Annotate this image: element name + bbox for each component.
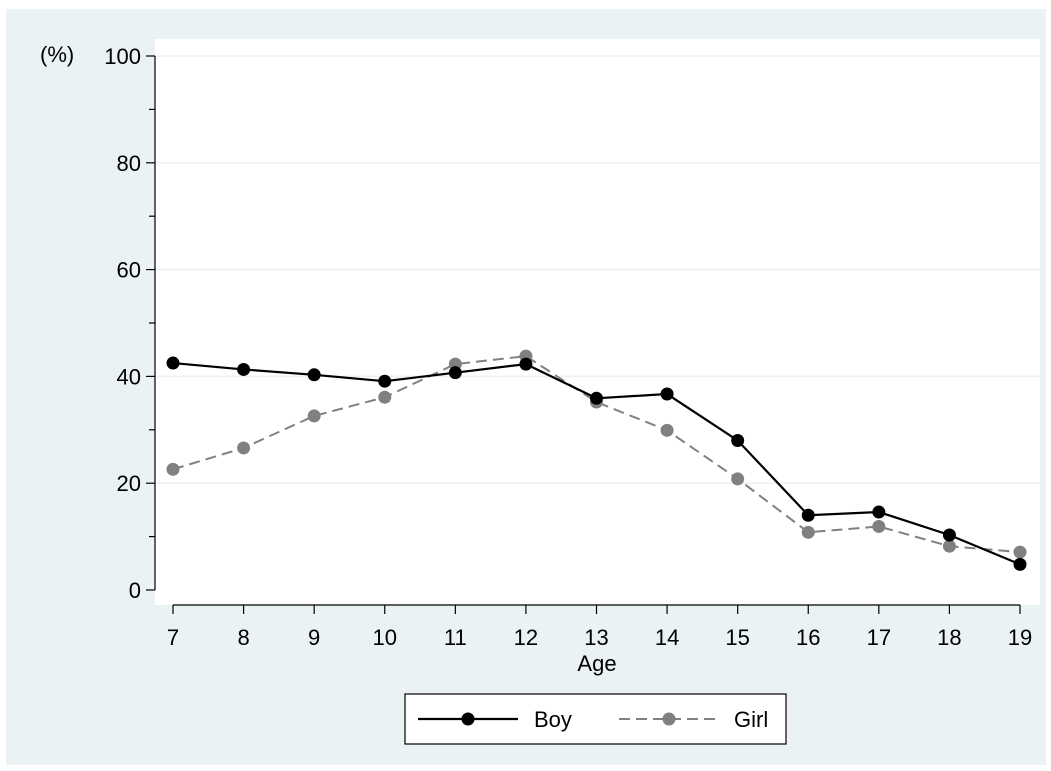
x-tick-label-12: 12 bbox=[514, 625, 538, 650]
point-girl-age-18 bbox=[942, 539, 956, 553]
y-tick-label-60: 60 bbox=[117, 258, 141, 283]
point-girl-age-14 bbox=[660, 423, 674, 437]
point-girl-age-16 bbox=[801, 525, 815, 539]
point-boy-age-7 bbox=[166, 356, 180, 370]
x-tick-label-11: 11 bbox=[444, 625, 467, 650]
point-girl-age-19 bbox=[1013, 545, 1027, 559]
point-boy-age-9 bbox=[307, 368, 321, 382]
point-girl-age-15 bbox=[731, 472, 745, 486]
point-boy-age-11 bbox=[448, 366, 462, 380]
point-boy-age-18 bbox=[942, 528, 956, 542]
point-girl-age-9 bbox=[307, 409, 321, 423]
point-girl-age-17 bbox=[872, 519, 886, 533]
point-girl-age-7 bbox=[166, 462, 180, 476]
point-boy-age-17 bbox=[872, 505, 886, 519]
legend-boy-marker bbox=[461, 712, 475, 726]
y-axis-label: (%) bbox=[40, 42, 74, 67]
x-tick-label-15: 15 bbox=[725, 625, 749, 650]
data-series bbox=[166, 349, 1027, 571]
point-girl-age-10 bbox=[378, 390, 392, 404]
y-tick-label-40: 40 bbox=[117, 364, 141, 389]
x-tick-label-14: 14 bbox=[655, 625, 679, 650]
y-axis-ticks: 0 20 40 60 80 100 bbox=[104, 44, 155, 603]
x-axis-ticks: 7 8 9 10 11 12 13 14 15 16 17 18 19 bbox=[167, 605, 1032, 650]
point-girl-age-8 bbox=[237, 441, 251, 455]
point-boy-age-10 bbox=[378, 374, 392, 388]
y-tick-label-0: 0 bbox=[129, 578, 141, 603]
gridlines bbox=[155, 55, 1040, 484]
point-boy-age-14 bbox=[660, 387, 674, 401]
x-axis-label: Age bbox=[577, 651, 616, 676]
legend-girl-label: Girl bbox=[734, 707, 768, 732]
legend-boy-label: Boy bbox=[534, 707, 572, 732]
point-boy-age-19 bbox=[1013, 557, 1027, 571]
x-tick-label-8: 8 bbox=[237, 625, 249, 650]
y-tick-label-20: 20 bbox=[117, 471, 141, 496]
x-tick-label-10: 10 bbox=[373, 625, 397, 650]
y-tick-label-80: 80 bbox=[117, 151, 141, 176]
point-boy-age-16 bbox=[801, 508, 815, 522]
x-tick-label-7: 7 bbox=[167, 625, 179, 650]
point-boy-age-8 bbox=[237, 362, 251, 376]
point-boy-age-12 bbox=[519, 357, 533, 371]
x-tick-label-13: 13 bbox=[584, 625, 608, 650]
x-tick-label-16: 16 bbox=[796, 625, 820, 650]
point-boy-age-15 bbox=[731, 433, 745, 447]
y-tick-label-100: 100 bbox=[104, 44, 141, 69]
x-tick-label-18: 18 bbox=[937, 625, 961, 650]
plot-area bbox=[155, 39, 1040, 605]
x-tick-label-17: 17 bbox=[867, 625, 891, 650]
x-tick-label-19: 19 bbox=[1008, 625, 1032, 650]
x-tick-label-9: 9 bbox=[308, 625, 320, 650]
legend: Boy Girl bbox=[404, 693, 787, 745]
legend-girl-marker bbox=[662, 712, 676, 726]
point-boy-age-13 bbox=[590, 391, 603, 405]
